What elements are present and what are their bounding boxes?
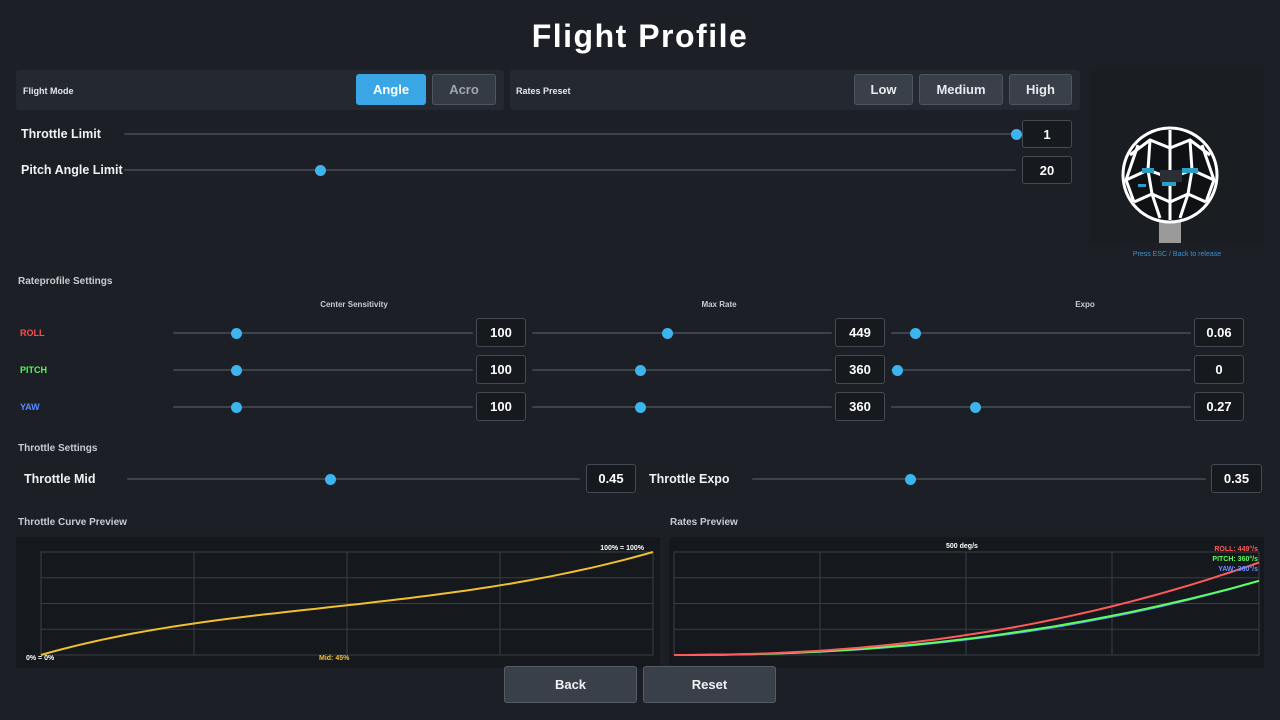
throttle-mid-slider[interactable] [127,473,580,485]
roll-expo-thumb[interactable] [909,327,921,339]
roll-legend-entry: ROLL: 449°/s [1214,546,1258,553]
rates-preview-grid [673,551,1260,656]
pitch-center-slider[interactable] [173,364,473,376]
yaw-max-thumb[interactable] [634,401,646,413]
rates-preview-top-label: 500 deg/s [946,543,978,550]
flight-mode-bar: Flight Mode Angle Acro [16,70,504,110]
throttle-mid-thumb[interactable] [325,473,337,485]
pitch-center-value[interactable]: 100 [476,355,526,384]
column-max-rate: Max Rate [701,300,737,309]
throttle-limit-value[interactable]: 1 [1022,120,1072,148]
rates-preview-title: Rates Preview [670,517,738,528]
yaw-expo-value[interactable]: 0.27 [1194,392,1244,421]
throttle-mid-value[interactable]: 0.45 [586,464,636,493]
drone-preview [1090,70,1264,243]
roll-max-slider[interactable] [532,327,832,339]
rate-row-label-roll: ROLL [20,328,45,338]
roll-rate-curve [674,561,1260,656]
pitch-angle-limit-label: Pitch Angle Limit [21,163,123,177]
throttle-expo-slider[interactable] [752,473,1206,485]
pitch-angle-limit-value[interactable]: 20 [1022,156,1072,184]
rates-legend: ROLL: 449°/s PITCH: 360°/s YAW: 360°/s [1212,545,1258,575]
drone-cage-icon [1121,126,1219,243]
pitch-expo-thumb[interactable] [891,364,903,376]
rates-preset-label: Rates Preset [516,86,571,96]
preset-medium-button[interactable]: Medium [919,74,1003,105]
yaw-center-value[interactable]: 100 [476,392,526,421]
throttle-curve-title: Throttle Curve Preview [18,517,127,528]
yaw-expo-slider[interactable] [891,401,1191,413]
back-button[interactable]: Back [504,666,637,703]
throttle-curve-mid-label: Mid: 45% [319,655,350,662]
rates-preview-graph: 500 deg/s ROLL: 449°/s PITCH: 360°/s YAW… [669,537,1264,668]
roll-center-value[interactable]: 100 [476,318,526,347]
roll-max-value[interactable]: 449 [835,318,885,347]
pitch-expo-value[interactable]: 0 [1194,355,1244,384]
yaw-center-slider[interactable] [173,401,473,413]
throttle-curve-line [40,551,654,656]
throttle-curve-grid [40,551,654,656]
yaw-max-value[interactable]: 360 [835,392,885,421]
pitch-angle-limit-slider[interactable] [124,164,1016,176]
pitch-legend-entry: PITCH: 360°/s [1212,556,1258,563]
throttle-expo-thumb[interactable] [905,473,917,485]
throttle-settings-title: Throttle Settings [18,443,98,454]
page-title: Flight Profile [531,18,749,54]
preset-low-button[interactable]: Low [854,74,913,105]
rateprofile-title: Rateprofile Settings [18,276,113,287]
pitch-max-thumb[interactable] [634,364,646,376]
yaw-expo-thumb[interactable] [969,401,981,413]
column-expo: Expo [1075,300,1095,309]
yaw-center-thumb[interactable] [230,401,242,413]
pitch-angle-limit-thumb[interactable] [314,164,326,176]
roll-center-slider[interactable] [173,327,473,339]
rates-preset-bar: Rates Preset Low Medium High [510,70,1080,110]
reset-button[interactable]: Reset [643,666,776,703]
rate-row-label-pitch: PITCH [20,365,47,375]
pitch-center-thumb[interactable] [230,364,242,376]
throttle-curve-graph: 100% = 100% 0% = 0% Mid: 45% [16,537,660,668]
flight-mode-label: Flight Mode [23,86,74,96]
rate-row-label-yaw: YAW [20,402,40,412]
pitch-expo-slider[interactable] [891,364,1191,376]
roll-expo-slider[interactable] [891,327,1191,339]
angle-mode-button[interactable]: Angle [356,74,426,105]
throttle-limit-label: Throttle Limit [21,127,101,141]
roll-expo-value[interactable]: 0.06 [1194,318,1244,347]
roll-max-thumb[interactable] [661,327,673,339]
release-hint: Press ESC / Back to release [1132,251,1222,258]
pitch-max-value[interactable]: 360 [835,355,885,384]
acro-mode-button[interactable]: Acro [432,74,496,105]
pitch-max-slider[interactable] [532,364,832,376]
throttle-limit-slider[interactable] [124,128,1022,140]
throttle-curve-top-label: 100% = 100% [600,545,644,552]
roll-center-thumb[interactable] [230,327,242,339]
preset-high-button[interactable]: High [1009,74,1072,105]
throttle-mid-label: Throttle Mid [24,472,96,486]
column-center-sensitivity: Center Sensitivity [320,300,388,309]
yaw-max-slider[interactable] [532,401,832,413]
throttle-expo-label: Throttle Expo [649,472,730,486]
throttle-expo-value[interactable]: 0.35 [1211,464,1262,493]
throttle-curve-bottom-label: 0% = 0% [26,655,55,662]
throttle-limit-thumb[interactable] [1010,128,1022,140]
yaw-legend-entry: YAW: 360°/s [1218,566,1258,573]
